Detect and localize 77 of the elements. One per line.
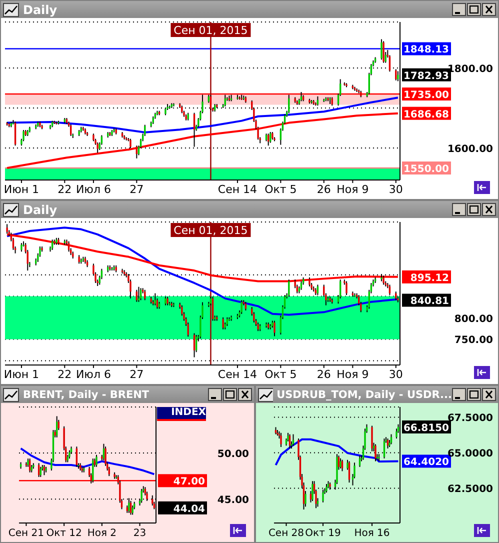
x-tick-label: Ноя 9 — [336, 183, 369, 196]
x-tick-label: Ноя 16 — [354, 528, 390, 539]
candlestick — [396, 428, 398, 440]
ref-line-label: 1735.00 — [403, 90, 450, 101]
line-series — [6, 226, 399, 316]
x-tick-label: Окт 5 — [264, 368, 297, 381]
x-tick-label: Сен 14 — [218, 368, 258, 381]
y-tick-label: 1600.00 — [447, 144, 494, 155]
x-tick-label: Сен 21 — [8, 528, 44, 539]
candlestick — [288, 94, 290, 114]
candlestick — [187, 322, 189, 338]
line-series — [6, 112, 399, 169]
candlestick — [96, 142, 98, 154]
candlestick — [132, 505, 134, 516]
text: INDEX — [157, 407, 206, 421]
x-tick-label: Окт 19 — [305, 528, 341, 539]
candlestick — [274, 320, 276, 337]
x-tick-label: 30 — [388, 368, 403, 381]
x-tick-label: 22 — [58, 183, 72, 196]
annotation: 1782.93 — [403, 70, 450, 82]
candlestick — [280, 432, 282, 448]
x-tick-label: 23 — [133, 528, 146, 539]
x-tick-label: 26 — [316, 368, 331, 381]
data-label: 1686.68 — [403, 109, 450, 120]
candlestick — [92, 458, 94, 483]
x-tick-label: Ноя 9 — [336, 368, 369, 381]
x-tick-label: Окт 5 — [264, 183, 297, 196]
data-label: 64.4020 — [403, 457, 450, 468]
y-tick-label: 800.00 — [454, 314, 494, 325]
y-tick-label: 67.5000 — [447, 413, 494, 424]
y-tick-label: 62.5000 — [447, 484, 494, 496]
ref-line-label: Сен 01, 2015 — [174, 24, 248, 37]
line-series — [6, 96, 399, 134]
y-tick-label: 750.00 — [454, 335, 494, 346]
chart-title: BRENT, Daily - BRENT — [23, 388, 150, 400]
ref-line-label: 1550.00 — [403, 164, 450, 175]
candlestick — [308, 276, 310, 287]
annotation: 840.81 — [410, 296, 450, 308]
candlestick — [382, 275, 384, 286]
data-label: 895.12 — [410, 272, 450, 284]
y-tick-label: 50.00 — [217, 449, 250, 460]
chart-title: Daily — [23, 2, 58, 16]
ref-line-label: 47.00 — [173, 476, 206, 488]
candlestick — [380, 38, 382, 60]
annotation: 44.04 — [173, 504, 206, 515]
ref-line-label: Сен 01, 2015 — [174, 224, 248, 237]
y-tick-label: 1800.00 — [447, 64, 494, 75]
x-tick-label: 27 — [130, 183, 144, 196]
annotation: 66.8150 — [403, 422, 450, 434]
chart-title: Daily — [23, 202, 58, 216]
x-tick-label: Июн 1 — [4, 368, 40, 381]
x-tick-label: Окт 12 — [46, 528, 82, 539]
x-tick-label: 27 — [130, 368, 144, 381]
candlestick — [341, 459, 344, 472]
candlestick — [6, 224, 8, 234]
y-tick-label: 45.00 — [217, 495, 250, 506]
candlestick — [70, 124, 72, 136]
x-tick-label: 30 — [388, 183, 403, 196]
y-tick-label: 65.0000 — [447, 448, 494, 460]
x-tick-label: Сен 28 — [268, 528, 304, 539]
candlestick — [240, 300, 242, 314]
candlestick — [22, 130, 24, 142]
candlestick — [390, 434, 392, 445]
x-tick-label: 22 — [58, 368, 72, 381]
chart-title: USDRUB_TOM, Daily - USDR... — [276, 388, 452, 400]
candlestick — [382, 40, 384, 64]
candlestick — [222, 316, 224, 330]
x-tick-label: Сен 14 — [218, 183, 258, 196]
line-series — [20, 447, 156, 476]
candlestick — [346, 280, 348, 296]
x-tick-label: Июл 6 — [76, 368, 111, 381]
x-tick-label: Июл 6 — [76, 183, 111, 196]
candlestick — [316, 96, 319, 106]
x-tick-label: Ноя 2 — [87, 528, 117, 539]
x-tick-label: 26 — [316, 183, 331, 196]
x-tick-label: Июн 1 — [4, 183, 40, 196]
ref-line-label: 1848.13 — [403, 44, 450, 56]
